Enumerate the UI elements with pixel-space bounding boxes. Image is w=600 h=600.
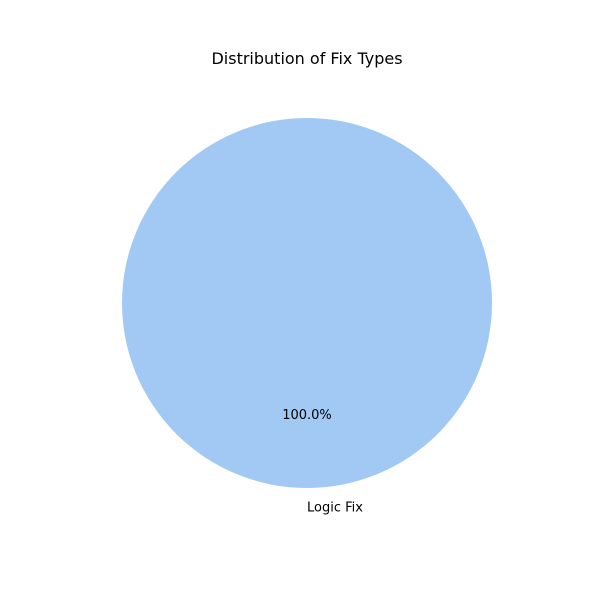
pie-slice-logic-fix — [122, 118, 492, 488]
pie-category-label: Logic Fix — [307, 501, 363, 516]
chart-title: Distribution of Fix Types — [211, 49, 402, 68]
pie-percent-label: 100.0% — [282, 408, 332, 423]
pie-slices: 100.0% Logic Fix — [122, 118, 492, 516]
